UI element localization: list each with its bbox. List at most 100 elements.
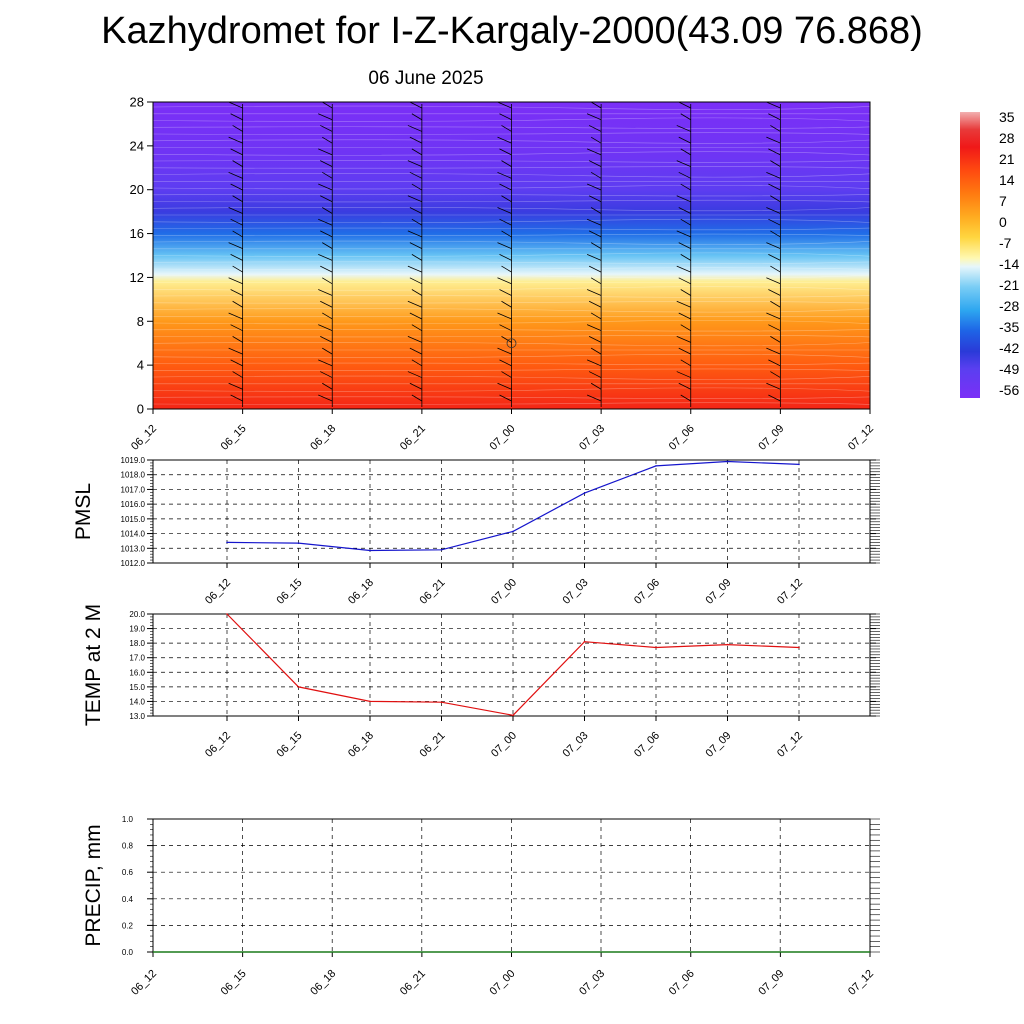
wind-barb-flag <box>501 160 512 167</box>
wind-barb-flag <box>676 195 691 203</box>
wind-barb-flag <box>232 371 243 378</box>
wind-barb-flag <box>586 113 602 121</box>
wind-barb-flag <box>407 336 423 343</box>
wind-barb-flag <box>766 382 781 390</box>
wind-barb-flag <box>766 207 781 214</box>
colorbar-label: -49 <box>999 361 1019 377</box>
wind-barb-flag <box>497 347 512 355</box>
x-tick-label: 07_03 <box>561 730 591 760</box>
wind-barb-flag <box>318 183 333 191</box>
wind-barb-flag <box>499 183 512 191</box>
y-tick-label: 1014.0 <box>121 530 146 539</box>
wind-barb-flag <box>680 113 691 121</box>
wind-barb-flag <box>407 125 423 132</box>
wind-barb-flag <box>228 277 243 285</box>
y-tick-label: 0 <box>137 402 144 417</box>
wind-barb-flag <box>768 394 781 402</box>
y-tick-label: 12 <box>130 270 144 285</box>
data-point <box>440 548 443 551</box>
wind-barb-flag <box>230 359 243 367</box>
y-tick-label: 28 <box>130 95 144 110</box>
wind-barb-flag <box>678 207 691 214</box>
contour-line <box>152 274 871 279</box>
contour-line <box>152 199 871 203</box>
contour-line <box>152 320 871 325</box>
y-tick-label: 19.0 <box>129 625 145 634</box>
wind-barb-flag <box>766 171 781 179</box>
wind-barb-flag <box>588 265 602 273</box>
x-tick-label: 06_21 <box>418 577 448 607</box>
contour-line <box>152 194 871 197</box>
wind-barb-flag <box>409 136 423 144</box>
contour-line <box>152 233 871 237</box>
wind-barb-flag <box>232 160 243 167</box>
x-tick-label: 07_12 <box>775 730 805 760</box>
wind-barb-flag <box>497 277 512 285</box>
wind-barb-flag <box>680 394 691 402</box>
y-tick-label: 15.0 <box>129 683 145 692</box>
wind-barb-flag <box>232 300 243 308</box>
wind-barb-flag <box>590 207 602 214</box>
wind-barb-flag <box>676 125 691 132</box>
wind-barb-flag <box>232 125 243 132</box>
y-tick-label: 0.8 <box>122 842 134 851</box>
wind-barb-flag <box>322 277 333 285</box>
wind-barb-flag <box>680 183 691 191</box>
wind-barb-flag <box>770 160 781 167</box>
x-tick-label: 07_09 <box>704 730 734 760</box>
wind-barb-flag <box>228 207 243 214</box>
wind-barb-flag <box>768 254 781 261</box>
wind-barb-flag <box>586 148 602 156</box>
wind-barb-flag <box>497 242 512 250</box>
contour-line <box>152 353 871 359</box>
colorbar-label: 21 <box>999 151 1015 167</box>
wind-barb-flag <box>586 324 602 332</box>
data-point <box>369 549 371 552</box>
data-point <box>512 714 514 717</box>
contour-line <box>152 396 871 399</box>
wind-barb-flag <box>680 218 691 226</box>
wind-barb-flag <box>497 101 512 109</box>
wind-barb-flag <box>501 195 512 203</box>
y-tick-label: 4 <box>137 358 144 373</box>
x-tick-label: 07_06 <box>632 577 662 607</box>
wind-barb-flag <box>497 382 512 390</box>
data-point <box>726 643 729 646</box>
wind-barb-flag <box>318 148 333 156</box>
x-tick-label: 07_12 <box>846 423 876 453</box>
x-tick-label: 07_09 <box>756 423 786 453</box>
wind-barb-flag <box>501 125 512 132</box>
contour-line <box>152 295 871 298</box>
data-point <box>655 646 657 649</box>
contour-line <box>152 308 871 313</box>
y-tick-label: 0.0 <box>122 948 134 957</box>
wind-barb-flag <box>588 125 602 132</box>
wind-barb-flag <box>588 195 602 203</box>
wind-barb-flag <box>680 148 691 156</box>
wind-barb-flag <box>590 382 602 390</box>
data-point <box>226 613 228 615</box>
pmsl-panel: 1012.0 1013.0 1014.0 1015.0 1016.0 1017.0 1018… <box>72 456 880 607</box>
wind-barb-flag <box>320 230 333 238</box>
wind-barb-flag <box>678 382 691 390</box>
colorbar-label: -21 <box>999 277 1019 293</box>
x-tick-label: 06_15 <box>219 423 249 453</box>
wind-barb-flag <box>407 265 423 273</box>
wind-barb-flag <box>680 254 691 261</box>
wind-barb-flag <box>407 300 423 308</box>
y-tick-label: 0.6 <box>122 868 134 877</box>
wind-barb-flag <box>228 171 243 179</box>
wind-barb-flag <box>499 394 512 402</box>
y-tick-label: 20 <box>130 182 144 197</box>
wind-barb-flag <box>766 242 781 250</box>
wind-barb-flag <box>318 253 333 261</box>
y-tick-label: 24 <box>130 138 144 153</box>
wind-barb-flag <box>320 300 333 308</box>
x-tick-label: 06_21 <box>398 423 428 453</box>
colorbar-label: 28 <box>999 130 1015 146</box>
wind-barb-flag <box>497 312 512 320</box>
wind-barb-flag <box>499 113 512 121</box>
wind-barb-flag <box>499 289 512 296</box>
wind-barb-flag <box>499 148 512 156</box>
data-point <box>297 542 300 544</box>
